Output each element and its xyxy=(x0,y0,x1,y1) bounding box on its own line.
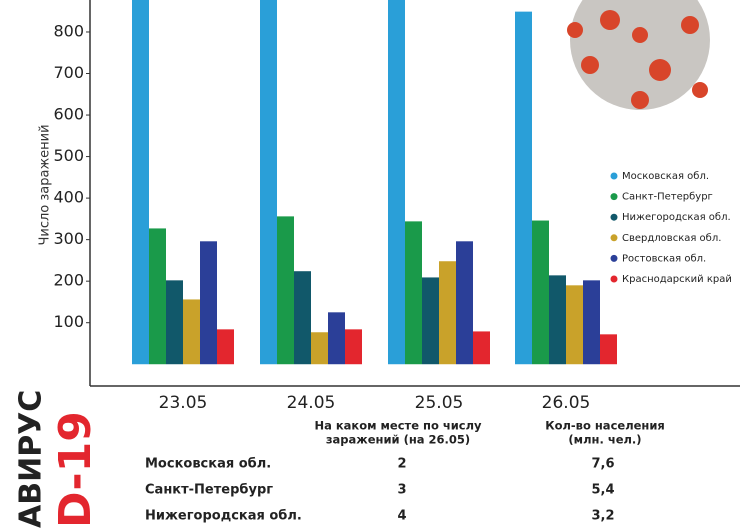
bar xyxy=(439,261,456,365)
legend-label: Краснодарский край xyxy=(622,274,732,285)
bar xyxy=(166,280,183,365)
bar xyxy=(515,11,532,365)
legend-label: Свердловская обл. xyxy=(622,233,721,244)
y-tick-label: 800 xyxy=(53,21,84,40)
legend-swatch xyxy=(610,254,618,262)
bar xyxy=(149,228,166,365)
bar xyxy=(183,299,200,365)
table-header: (млн. чел.) xyxy=(568,433,641,447)
legend-swatch xyxy=(610,172,618,180)
legend-label: Санкт-Петербург xyxy=(622,192,713,203)
table-header: Кол-во населения xyxy=(545,419,665,433)
bar xyxy=(132,0,149,365)
bar xyxy=(422,277,439,365)
y-tick-label: 400 xyxy=(53,188,84,207)
legend-swatch xyxy=(610,213,618,221)
x-tick-label: 24.05 xyxy=(287,393,336,413)
legend-swatch xyxy=(610,275,618,283)
bars xyxy=(132,0,617,365)
bar xyxy=(583,280,600,365)
table-cell: 2 xyxy=(397,457,406,472)
virus-illustration xyxy=(567,0,710,110)
bar xyxy=(260,0,277,365)
table-cell: 3,2 xyxy=(591,509,614,524)
bar xyxy=(328,312,345,365)
bar xyxy=(473,331,490,365)
y-tick-label: 300 xyxy=(53,229,84,248)
legend-label: Московская обл. xyxy=(622,171,709,182)
bar xyxy=(566,285,583,365)
table-header: На каком месте по числу xyxy=(314,419,482,433)
table-cell: 5,4 xyxy=(591,483,614,498)
bar xyxy=(549,275,566,365)
side-text: АВИРУС xyxy=(14,390,49,528)
legend-swatch xyxy=(610,234,618,242)
bar xyxy=(217,329,234,365)
table-cell: Санкт-Петербург xyxy=(145,483,273,498)
y-tick-label: 200 xyxy=(53,271,84,290)
bar xyxy=(532,220,549,365)
table-cell: 4 xyxy=(397,509,406,524)
y-tick-label: 100 xyxy=(53,312,84,331)
bar xyxy=(405,221,422,365)
x-tick-label: 25.05 xyxy=(415,393,464,413)
bar xyxy=(294,271,311,365)
y-tick-label: 500 xyxy=(53,146,84,165)
bar xyxy=(311,332,328,365)
x-tick-label: 26.05 xyxy=(542,393,591,413)
side-panel xyxy=(0,405,95,528)
bar xyxy=(600,334,617,365)
bar xyxy=(200,241,217,365)
legend-swatch xyxy=(610,193,618,201)
y-tick-label: 600 xyxy=(53,105,84,124)
bar xyxy=(388,0,405,365)
bar xyxy=(277,216,294,365)
bar xyxy=(345,329,362,365)
side-text: D-19 xyxy=(50,411,101,528)
table-cell: 3 xyxy=(397,483,406,498)
x-tick-label: 23.05 xyxy=(159,393,208,413)
legend-label: Нижегородская обл. xyxy=(622,212,731,223)
table-cell: Московская обл. xyxy=(145,457,271,472)
y-axis-label: Число заражений xyxy=(38,124,53,245)
bar xyxy=(456,241,473,365)
legend-label: Ростовская обл. xyxy=(622,253,706,264)
table-header: заражений (на 26.05) xyxy=(326,433,470,447)
table-cell: 7,6 xyxy=(591,457,614,472)
y-tick-label: 700 xyxy=(53,63,84,82)
table-cell: Нижегородская обл. xyxy=(145,509,302,524)
